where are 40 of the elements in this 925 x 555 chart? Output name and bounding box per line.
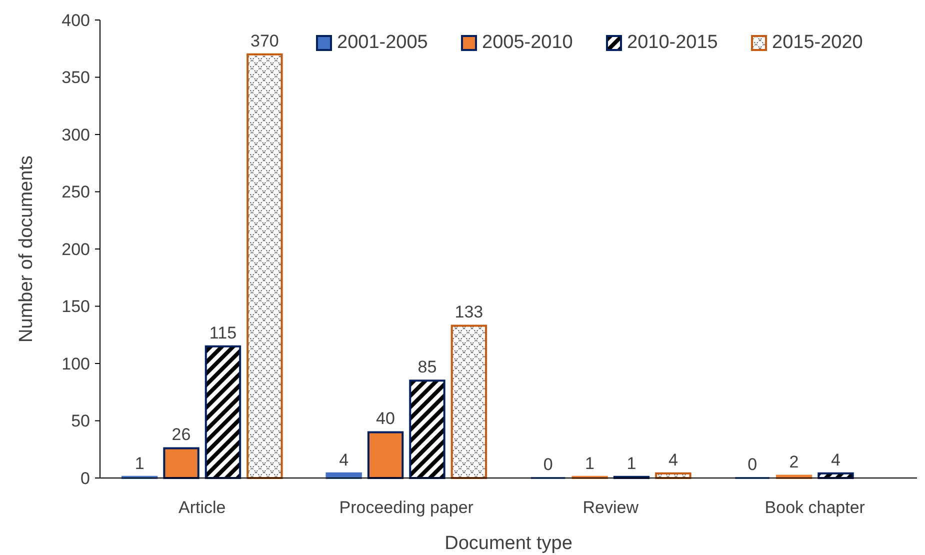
x-tick-label: Book chapter: [764, 498, 866, 517]
bar: [367, 431, 404, 479]
bar: [204, 345, 242, 479]
y-tick-label: 150: [62, 297, 90, 316]
data-label: 1: [134, 454, 144, 473]
y-tick-label: 100: [62, 354, 90, 374]
legend-label: 2010-2015: [627, 32, 718, 53]
y-tick-label: 400: [62, 10, 90, 30]
data-label: 4: [339, 450, 349, 470]
y-tick-label: 300: [62, 125, 90, 144]
x-tick-label: Proceeding paper: [339, 498, 474, 517]
y-axis-title: Number of documents: [16, 156, 37, 342]
bar: [450, 324, 488, 479]
data-label: 0: [543, 455, 553, 474]
data-label: 4: [830, 450, 840, 470]
legend-label: 2001-2005: [337, 32, 428, 53]
y-tick-label: 0: [80, 468, 90, 488]
legend-label: 2015-2020: [772, 32, 863, 53]
data-label: 2: [789, 452, 799, 472]
legend-label: 2005-2010: [482, 32, 573, 53]
data-label: 26: [172, 425, 191, 444]
bar: [409, 380, 446, 479]
x-tick-label: Article: [178, 498, 226, 517]
y-tick-label: 50: [71, 412, 90, 431]
y-tick-label: 200: [62, 240, 90, 259]
data-label: 370: [250, 31, 279, 50]
bar: [163, 447, 200, 479]
data-label: 85: [418, 358, 437, 377]
data-label: 4: [668, 450, 678, 470]
data-label: 1: [585, 454, 595, 473]
data-label: 133: [454, 302, 484, 322]
data-label: 40: [376, 409, 395, 428]
data-label: 1: [626, 454, 636, 473]
y-tick-label: 250: [62, 182, 90, 202]
y-tick-label: 350: [62, 68, 90, 88]
data-label: 115: [209, 323, 237, 342]
data-label: 0: [748, 455, 758, 474]
x-axis-title: Document type: [444, 533, 572, 554]
x-tick-label: Review: [582, 498, 640, 517]
bar: [246, 53, 283, 479]
